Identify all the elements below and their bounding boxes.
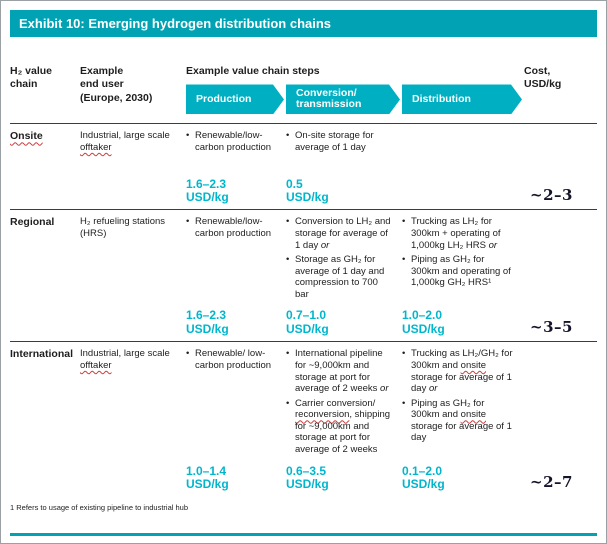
conversion-cell: International pipeline for ~9,000km and … xyxy=(286,348,402,491)
end-user-cell: Industrial, large scale offtaker xyxy=(80,130,170,154)
footnote: 1 Refers to usage of existing pipeline t… xyxy=(10,503,189,513)
chevron-distribution: Distribution xyxy=(402,84,522,114)
production-cell: Renewable/low-carbon production 1.6–2.3 … xyxy=(186,216,286,336)
table-row-onsite: Onsite Industrial, large scale offtaker … xyxy=(10,124,597,211)
total-cost: ~2–7 xyxy=(530,473,573,492)
total-cost: ~2–3 xyxy=(530,186,573,205)
chevron-conversion-transmission: Conversion/ transmission xyxy=(286,84,400,114)
table-row-international: International Industrial, large scale of… xyxy=(10,342,597,496)
value-chain-label: Regional xyxy=(10,216,55,229)
step-bullet: Trucking as LH₂ for 300km + operating of… xyxy=(402,216,514,251)
col-header-steps: Example value chain steps xyxy=(186,65,320,77)
conversion-cost: 0.6–3.5 USD/kg xyxy=(286,463,329,491)
total-cost: ~3–5 xyxy=(530,318,573,337)
bottom-rule xyxy=(10,533,597,536)
col-header-cost: Cost, USD/kg xyxy=(524,65,562,91)
total-cost-cell: ~2–3 xyxy=(524,130,597,204)
chevron-production: Production xyxy=(186,84,284,114)
table-row-regional: Regional H₂ refueling stations (HRS) Ren… xyxy=(10,210,597,343)
conversion-cell: Conversion to LH₂ and storage for averag… xyxy=(286,216,402,336)
production-cell: Renewable/ low-carbon production 1.0–1.4… xyxy=(186,348,286,491)
exhibit-title: Exhibit 10: Emerging hydrogen distributi… xyxy=(10,10,597,37)
total-cost-cell: ~2–7 xyxy=(524,348,597,491)
table-header: H₂ value chain Example end user (Europe,… xyxy=(10,65,597,125)
distribution-cost xyxy=(402,198,514,204)
step-bullet: Renewable/ low-carbon production xyxy=(186,348,276,371)
end-user-cell: Industrial, large scale offtaker xyxy=(80,348,170,371)
distribution-cost: 0.1–2.0 USD/kg xyxy=(402,463,445,491)
distribution-cost: 1.0–2.0 USD/kg xyxy=(402,308,445,336)
value-chain-steps-header: Example value chain steps Production Con… xyxy=(186,65,524,114)
conversion-cost: 0.5 USD/kg xyxy=(286,176,329,204)
distribution-cell: Trucking as LH₂ for 300km + operating of… xyxy=(402,216,524,336)
distribution-cell: Trucking as LH₂/GH₂ for 300km and onsite… xyxy=(402,348,524,491)
step-bullet: Trucking as LH₂/GH₂ for 300km and onsite… xyxy=(402,348,514,394)
production-cell: Renewable/low-carbon production 1.6–2.3 … xyxy=(186,130,286,204)
step-bullet: Carrier conversion/ reconversion, shippi… xyxy=(286,398,392,456)
step-bullet: On-site storage for average of 1 day xyxy=(286,130,392,153)
col-header-value-chain: H₂ value chain xyxy=(10,65,53,91)
end-user-cell: H₂ refueling stations (HRS) xyxy=(80,216,166,240)
step-chevrons: Production Conversion/ transmission Dist… xyxy=(186,84,524,114)
conversion-cost: 0.7–1.0 USD/kg xyxy=(286,308,329,336)
step-bullet: Conversion to LH₂ and storage for averag… xyxy=(286,216,392,251)
value-chain-label: International xyxy=(10,348,74,361)
step-bullet: Piping as GH₂ for 300km and operating of… xyxy=(402,254,514,289)
step-bullet: Piping as GH₂ for 300km and onsite stora… xyxy=(402,398,514,444)
step-bullet: Renewable/low-carbon production xyxy=(186,130,276,153)
value-chain-label: Onsite xyxy=(10,130,43,143)
production-cost: 1.0–1.4 USD/kg xyxy=(186,463,229,491)
production-cost: 1.6–2.3 USD/kg xyxy=(186,176,229,204)
production-cost: 1.6–2.3 USD/kg xyxy=(186,308,229,336)
total-cost-cell: ~3–5 xyxy=(524,216,597,336)
conversion-cell: On-site storage for average of 1 day 0.5… xyxy=(286,130,402,204)
step-bullet: Renewable/low-carbon production xyxy=(186,216,276,239)
step-bullet: Storage as GH₂ for average of 1 day and … xyxy=(286,254,392,300)
step-bullet: International pipeline for ~9,000km and … xyxy=(286,348,392,394)
distribution-cell xyxy=(402,130,524,204)
col-header-end-user: Example end user (Europe, 2030) xyxy=(80,65,153,104)
